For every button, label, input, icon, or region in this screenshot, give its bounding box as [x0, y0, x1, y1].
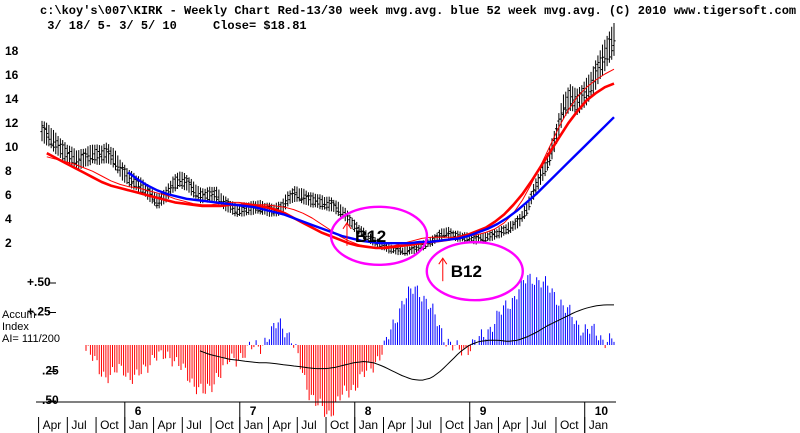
- signal-arrow-head: [342, 221, 352, 230]
- indicator-tick-label: +.25: [27, 305, 51, 319]
- price-tick-label: 6: [5, 188, 12, 202]
- year-tick-label: 7: [250, 404, 257, 418]
- month-tick-label: Oct: [100, 418, 119, 432]
- indicator-axis: +.50 +.25 .25 .50: [27, 275, 59, 407]
- month-tick-label: Apr: [158, 418, 177, 432]
- price-axis: 18 16 14 12 10 8 6 4 2: [5, 44, 19, 250]
- moving-average-line: [46, 68, 615, 249]
- month-tick-label: Apr: [43, 418, 62, 432]
- signal-label: B12: [451, 262, 482, 281]
- price-tick-label: 4: [5, 212, 12, 226]
- indicator-tick-label: .25: [42, 364, 59, 378]
- close-price: Close= $18.81: [213, 19, 307, 33]
- month-tick-label: Oct: [445, 418, 464, 432]
- signal-arrow-head: [438, 257, 448, 265]
- year-tick-label: 8: [365, 404, 372, 418]
- indicator-tick-label: +.50: [27, 275, 51, 289]
- accum-index-ma: [199, 304, 614, 381]
- month-tick-label: Apr: [273, 418, 292, 432]
- signal-annotations: B12 B12: [329, 205, 524, 302]
- year-tick-label: 10: [595, 404, 609, 418]
- signal-label: B12: [355, 227, 386, 246]
- year-tick-label: 6: [135, 404, 142, 418]
- price-tick-label: 16: [5, 68, 19, 82]
- price-tick-label: 12: [5, 116, 19, 130]
- month-tick-label: Jul: [301, 418, 316, 432]
- month-tick-label: Apr: [388, 418, 407, 432]
- signal-circle: [425, 241, 524, 302]
- month-tick-label: Jul: [71, 418, 86, 432]
- month-tick-label: Jan: [359, 418, 378, 432]
- price-tick-label: 8: [5, 164, 12, 178]
- month-tick-label: Jan: [244, 418, 263, 432]
- month-tick-label: Jul: [531, 418, 546, 432]
- year-tick-label: 9: [480, 404, 487, 418]
- accum-index-ma-line: [199, 304, 614, 381]
- moving-average-line: [127, 116, 615, 245]
- moving-average-line: [46, 82, 615, 250]
- price-tick-label: 2: [5, 236, 12, 250]
- signal-circle: [329, 205, 429, 267]
- time-axis: Apr Jul Oct Jan Apr Jul Oct Jan Apr Jul Oct Jan Apr J…: [36, 401, 616, 433]
- price-tick-label: 18: [5, 44, 19, 58]
- price-bars: [40, 22, 616, 256]
- month-tick-label: Jan: [474, 418, 493, 432]
- chart-title: c:\koy's\007\KIRK - Weekly Chart Red-13/…: [40, 4, 796, 18]
- month-tick-label: Oct: [215, 418, 234, 432]
- price-tick-label: 10: [5, 140, 19, 154]
- accum-index-label-line: AI= 111/200: [2, 333, 60, 345]
- accum-index-bars: [85, 273, 615, 417]
- month-tick-label: Jan: [589, 418, 608, 432]
- indicator-tick-label: .50: [42, 393, 59, 407]
- month-tick-label: Jan: [129, 418, 148, 432]
- moving-average-lines: [46, 68, 615, 250]
- header: c:\koy's\007\KIRK - Weekly Chart Red-13/…: [40, 4, 796, 33]
- accum-index-label-line: Accum: [2, 309, 36, 321]
- price-tick-label: 14: [5, 92, 19, 106]
- month-tick-label: Apr: [502, 418, 521, 432]
- month-tick-label: Oct: [560, 418, 579, 432]
- month-tick-label: Jul: [416, 418, 431, 432]
- accum-index-label-line: Index: [2, 321, 29, 333]
- month-tick-label: Oct: [330, 418, 349, 432]
- date-range: 3/ 18/ 5- 3/ 5/ 10: [40, 19, 177, 33]
- month-tick-label: Jul: [186, 418, 201, 432]
